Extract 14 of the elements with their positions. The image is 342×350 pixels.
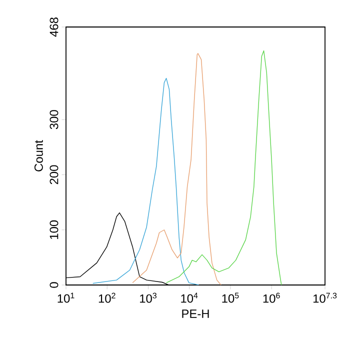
y-tick-label: 0 — [50, 282, 58, 288]
x-tick-label: 10$^{4}$ — [181, 292, 198, 303]
x-tick-label: 10$^{1}$ — [58, 292, 74, 303]
y-tick-label: 468 — [50, 18, 58, 37]
x-axis-title: PE-H — [182, 310, 209, 318]
x-tick-label: 10$^{6}$ — [263, 292, 280, 303]
x-tick-label: 10$^{2}$ — [98, 292, 116, 303]
x-tick-label: 10$^{5}$ — [222, 292, 239, 303]
y-tick-label: 100 — [50, 220, 58, 239]
x-tick-label: 10$^{3}$ — [140, 292, 156, 303]
y-axis-title: Count — [34, 140, 43, 172]
y-tick-label: 300 — [50, 110, 58, 130]
y-tick-label: 200 — [50, 165, 58, 184]
x-tick-label: 10$^{7.3}$ — [313, 292, 337, 303]
